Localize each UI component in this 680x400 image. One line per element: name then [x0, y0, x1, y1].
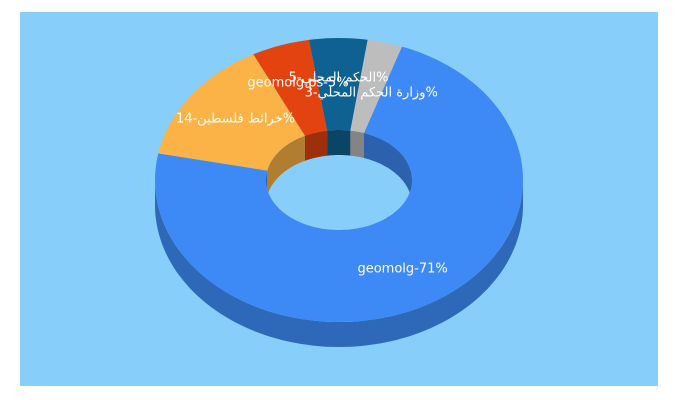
slice-inner-wall	[267, 135, 305, 196]
data-label: وزارة الحكم المحلي-3%	[305, 86, 438, 101]
slice-inner-wall	[364, 133, 412, 205]
data-label: geomolg-71%	[357, 261, 447, 276]
slice	[253, 39, 328, 136]
slice	[158, 54, 305, 171]
data-label: الحكم المحلي-5%	[289, 70, 389, 85]
slice-inner-wall	[305, 130, 328, 161]
slice-inner-wall	[327, 130, 351, 156]
slice	[309, 38, 368, 131]
slice-side	[155, 180, 523, 347]
data-label: خرائط فلسطين-14%	[176, 112, 295, 127]
slice-inner-wall	[350, 130, 364, 158]
slice	[155, 46, 523, 322]
data-label: geomolg.ps-5%	[247, 76, 348, 91]
slice	[350, 39, 402, 134]
